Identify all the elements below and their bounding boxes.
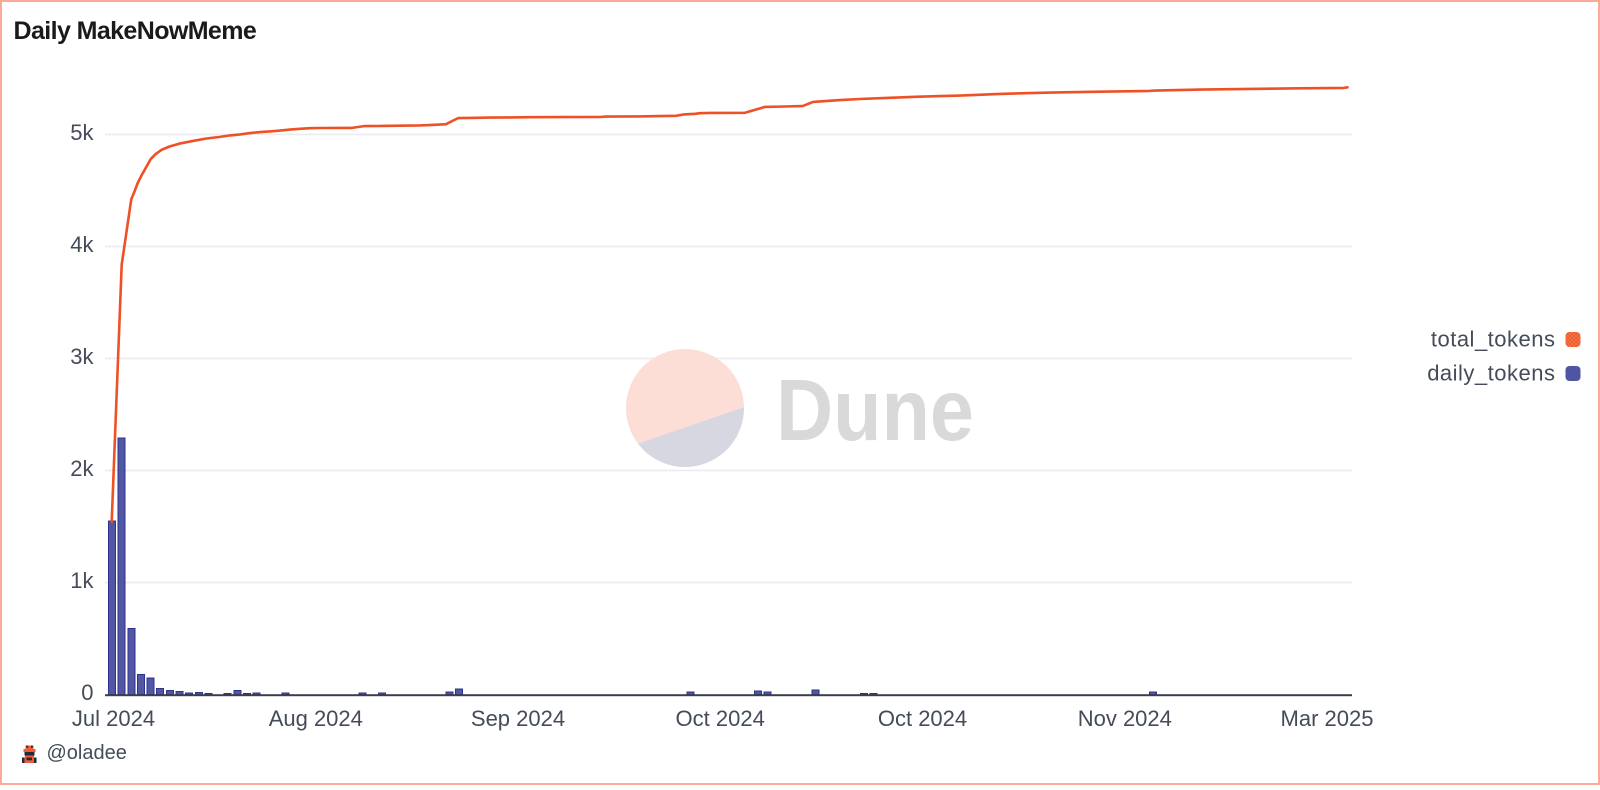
svg-text:1k: 1k	[70, 568, 94, 593]
svg-text:0: 0	[81, 680, 93, 705]
svg-text:@oladee: @oladee	[47, 742, 127, 764]
svg-text:Mar 2025: Mar 2025	[1281, 706, 1374, 731]
svg-text:Oct 2024: Oct 2024	[676, 706, 765, 731]
svg-text:Oct 2024: Oct 2024	[878, 706, 967, 731]
svg-text:4k: 4k	[70, 232, 94, 257]
svg-text:total_tokens: total_tokens	[1431, 327, 1556, 352]
svg-text:2k: 2k	[70, 456, 94, 481]
svg-text:3k: 3k	[70, 344, 94, 369]
svg-text:Dune: Dune	[776, 362, 974, 459]
svg-text:Jul 2024: Jul 2024	[72, 706, 155, 731]
svg-text:Nov 2024: Nov 2024	[1078, 706, 1172, 731]
svg-text:Sep 2024: Sep 2024	[471, 706, 565, 731]
svg-text:daily_tokens: daily_tokens	[1427, 361, 1555, 386]
svg-text:5k: 5k	[70, 120, 94, 145]
svg-text:Aug 2024: Aug 2024	[269, 706, 363, 731]
